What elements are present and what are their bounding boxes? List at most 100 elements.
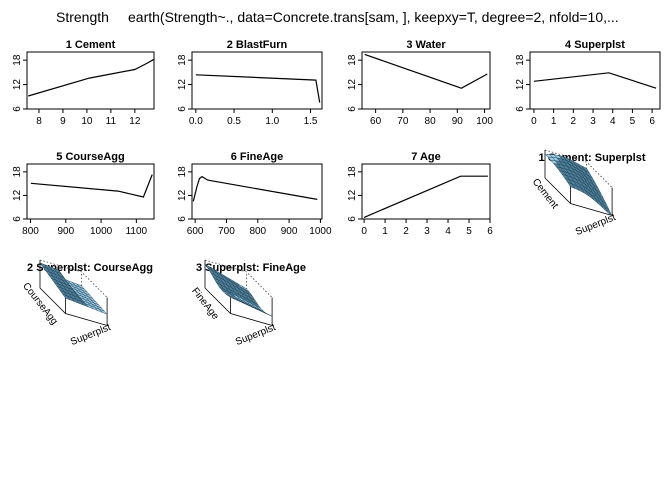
- pd-curve: [28, 58, 155, 97]
- y-tick-label: 18: [12, 166, 23, 178]
- y-tick-label: 6: [12, 106, 23, 112]
- x-tick-label: 4: [445, 226, 451, 237]
- y-axis: 6 12 18: [12, 166, 27, 222]
- surface-mesh: [204, 264, 273, 317]
- y-tick-label: 6: [177, 106, 188, 112]
- x-axis: 0.0 0.5 1.0 1.5: [189, 109, 318, 127]
- x-tick-label: 1000: [309, 226, 332, 237]
- surface-y-label: Superplst: [234, 322, 277, 348]
- x-axis: 600 700 800 900 1000: [187, 219, 332, 237]
- x-tick-label: 900: [281, 226, 298, 237]
- y-tick-label: 12: [12, 79, 23, 91]
- panel-title: 1 Cement: [66, 39, 116, 51]
- figure-header: Strength earth(Strength~., data=Concrete…: [56, 9, 619, 25]
- model-call-title: earth(Strength~., data=Concrete.trans[sa…: [128, 9, 619, 25]
- x-tick-label: 5: [630, 116, 636, 127]
- box-edge: [39, 259, 108, 298]
- x-tick-label: 0.5: [227, 116, 241, 127]
- x-tick-label: 8: [36, 116, 42, 127]
- x-tick-label: 60: [370, 116, 382, 127]
- y-axis: 6 12 18: [347, 54, 362, 112]
- x-tick-label: 5: [466, 226, 472, 237]
- surface-mesh: [544, 153, 613, 217]
- x-axis: 0 1 2 3 4 5 6: [531, 109, 655, 127]
- x-tick-label: 4: [610, 116, 616, 127]
- pd-curve: [192, 175, 318, 202]
- plot-frame: [26, 51, 155, 110]
- x-tick-label: 600: [187, 226, 204, 237]
- y-tick-label: 18: [177, 166, 188, 178]
- x-axis: 60 70 80 90 100: [370, 109, 493, 127]
- surface-x-label: Cement: [530, 177, 560, 212]
- y-tick-label: 18: [347, 166, 358, 178]
- x-axis: 800 900 1000 1100: [22, 219, 148, 237]
- pd-curve: [30, 174, 153, 198]
- x-tick-label: 12: [129, 116, 141, 127]
- y-axis: 6 12 18: [177, 54, 192, 112]
- y-tick-label: 12: [177, 79, 188, 91]
- panel-3: 3 Water 60 70 80 90 100 6 12 18: [347, 39, 493, 127]
- x-axis: 8 9 10 11 12: [36, 109, 141, 127]
- y-tick-label: 6: [177, 216, 188, 222]
- x-tick-label: 6: [487, 226, 493, 237]
- y-tick-label: 12: [347, 79, 358, 91]
- surface-panel-3: 3 Superplst: FineAge FineAge Superplst: [189, 259, 306, 348]
- y-axis: 6 12 18: [347, 166, 362, 222]
- panel-6: 6 FineAge 600 700 800 900 1000 6 12 18: [177, 151, 332, 237]
- plot-frame: [191, 163, 323, 220]
- y-axis: 6 12 18: [177, 166, 192, 222]
- x-tick-label: 100: [476, 116, 493, 127]
- y-tick-label: 12: [347, 189, 358, 201]
- x-tick-label: 1000: [90, 226, 113, 237]
- x-tick-label: 3: [590, 116, 596, 127]
- plot-frame: [529, 51, 661, 110]
- x-tick-label: 11: [106, 116, 117, 127]
- pd-curve: [364, 53, 488, 89]
- box-edge: [544, 149, 613, 188]
- pd-curve: [363, 175, 488, 218]
- panel-5: 5 CourseAgg 800 900 1000 1100 6 12 18: [12, 151, 155, 237]
- surface-box: [204, 259, 273, 326]
- y-axis: 6 12 18: [515, 54, 530, 112]
- panel-2: 2 BlastFurn 0.0 0.5 1.0 1.5 6 12 18: [177, 39, 323, 127]
- y-axis: 6 12 18: [12, 54, 27, 112]
- y-tick-label: 12: [177, 189, 188, 201]
- x-tick-label: 700: [218, 226, 235, 237]
- panel-title: 2 BlastFurn: [227, 39, 288, 51]
- x-tick-label: 9: [60, 116, 66, 127]
- y-tick-label: 18: [177, 54, 188, 66]
- x-tick-label: 1.0: [265, 116, 279, 127]
- x-tick-label: 1100: [126, 226, 148, 237]
- x-tick-label: 1: [551, 116, 557, 127]
- pd-curve: [533, 72, 657, 89]
- x-tick-label: 0: [531, 116, 537, 127]
- plot-frame: [361, 163, 491, 220]
- x-tick-label: 900: [57, 226, 74, 237]
- plot-frame: [26, 163, 155, 220]
- x-tick-label: 1.5: [304, 116, 318, 127]
- x-tick-label: 1: [382, 226, 388, 237]
- panel-title: 7 Age: [411, 151, 441, 163]
- y-tick-label: 6: [12, 216, 23, 222]
- x-tick-label: 800: [249, 226, 266, 237]
- x-tick-label: 800: [22, 226, 39, 237]
- y-tick-label: 12: [12, 189, 23, 201]
- panel-1: 1 Cement 8 9 10 11 12 6 12 18: [12, 39, 155, 127]
- plot-frame: [191, 51, 323, 110]
- y-tick-label: 12: [515, 79, 526, 91]
- panel-title: 4 Superplst: [565, 39, 625, 51]
- x-tick-label: 80: [425, 116, 437, 127]
- panel-title: 5 CourseAgg: [56, 151, 124, 163]
- y-tick-label: 6: [347, 216, 358, 222]
- x-tick-label: 6: [649, 116, 655, 127]
- x-tick-label: 2: [571, 116, 577, 127]
- x-tick-label: 0.0: [189, 116, 203, 127]
- y-tick-label: 18: [12, 54, 23, 66]
- surface-facet: [604, 206, 613, 217]
- x-tick-label: 70: [397, 116, 409, 127]
